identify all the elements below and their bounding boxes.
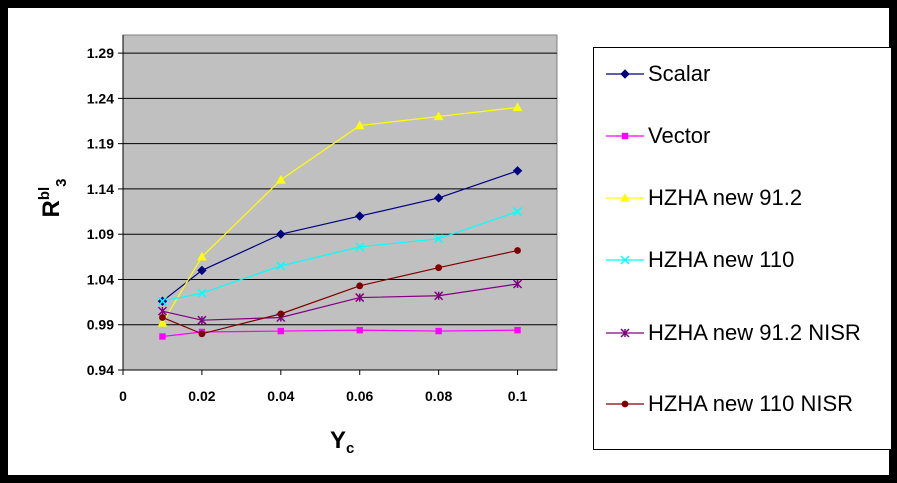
legend-swatch <box>606 390 644 418</box>
series-4-point <box>355 242 365 252</box>
x-tick-label: 0.1 <box>508 388 528 404</box>
series-3-point <box>433 111 444 121</box>
legend: Scalar Vector HZHA new 91.2 HZHA new 110 HZH… <box>593 47 892 450</box>
series-line-4 <box>162 210 518 302</box>
x-tick-label: 0.04 <box>267 388 294 404</box>
legend-swatch-icon <box>606 69 644 79</box>
axes <box>118 35 557 375</box>
y-tick-label: 0.94 <box>87 362 114 378</box>
x-tick-label: 0 <box>119 388 127 404</box>
legend-swatch <box>606 122 644 150</box>
x-tick-label: 0.06 <box>346 388 373 404</box>
series-2-point <box>277 327 285 335</box>
series-line-6 <box>162 249 518 335</box>
legend-item: HZHA new 91.2 NISR <box>594 319 888 347</box>
x-axis-title: Yc <box>330 427 354 457</box>
y-axis-title-sub: 3 <box>53 178 70 186</box>
legend-swatch-icon <box>606 400 644 408</box>
series-1-point <box>433 193 444 203</box>
series-6-point <box>514 247 521 254</box>
series-5-point <box>157 306 167 316</box>
chart-svg: 0.94 0.99 1.04 1.09 1.14 1.19 1.24 1.29 0 0.02 0.0… <box>36 34 558 457</box>
series-1-point <box>355 211 365 221</box>
legend-label: HZHA new 91.2 NISR <box>648 320 861 345</box>
legend-item: Vector <box>594 122 888 150</box>
legend-item: HZHA new 110 NISR <box>594 390 888 418</box>
series-3-point <box>275 174 286 184</box>
series-2-point <box>159 333 166 340</box>
series-line-2 <box>162 329 518 338</box>
y-tick-label: 0.99 <box>87 317 114 333</box>
series-3-point <box>197 251 207 261</box>
legend-label: HZHA new 91.2 <box>648 185 803 210</box>
x-tick-label: 0.08 <box>425 388 452 404</box>
y-tick-label: 1.04 <box>87 271 114 287</box>
legend-swatch <box>606 184 644 212</box>
series-3-point <box>512 102 523 112</box>
series-5-point <box>434 291 444 301</box>
legend-label: HZHA new 110 NISR <box>648 391 854 416</box>
legend-label: Vector <box>648 123 711 148</box>
series-lines <box>161 106 518 338</box>
series-6-point <box>159 314 166 321</box>
series-3-point <box>157 317 168 327</box>
series-3-point <box>354 120 365 130</box>
series-line-3 <box>161 106 518 324</box>
y-axis-title: Rbl3 <box>36 178 70 217</box>
y-axis-title-main: R <box>38 200 65 217</box>
gridlines <box>123 52 557 326</box>
y-tick-label: 1.14 <box>87 181 114 197</box>
legend-marker <box>621 400 629 408</box>
series-4-point <box>434 234 444 244</box>
tick-labels: 0.94 0.99 1.04 1.09 1.14 1.19 1.24 1.29 0 0.02 0.0… <box>87 45 528 404</box>
series-5-point <box>513 279 523 289</box>
series-6-point <box>435 264 443 272</box>
legend-swatch <box>606 319 644 347</box>
series-6-point <box>356 282 364 290</box>
series-4-point <box>197 288 207 298</box>
y-tick-label: 1.29 <box>87 45 114 61</box>
y-axis-title-sup: bl <box>36 187 53 200</box>
x-axis-title-sub: c <box>346 440 354 457</box>
series-4-point <box>276 261 286 271</box>
legend-swatch-icon <box>606 192 644 202</box>
legend-swatch-icon <box>606 255 644 265</box>
x-tick-label: 0.02 <box>188 388 215 404</box>
chart-frame: 0.94 0.99 1.04 1.09 1.14 1.19 1.24 1.29 0 0.02 0.0… <box>8 8 892 475</box>
y-tick-label: 1.09 <box>87 226 114 242</box>
legend-item: Scalar <box>594 60 888 88</box>
series-4-point <box>157 296 167 306</box>
legend-label: HZHA new 110 <box>648 247 795 272</box>
legend-marker <box>620 255 630 265</box>
series-1-point <box>276 229 286 239</box>
series-1-point <box>512 166 523 176</box>
series-6-point <box>198 330 206 338</box>
series-line-1 <box>162 170 518 302</box>
series-2-point <box>514 326 521 334</box>
x-axis-title-main: Y <box>330 427 346 454</box>
legend-item: HZHA new 91.2 <box>594 184 888 212</box>
plot-area <box>122 34 558 371</box>
legend-swatch-icon <box>606 328 644 338</box>
legend-item: HZHA new 110 <box>594 246 888 274</box>
legend-marker <box>620 69 630 79</box>
series-line-5 <box>162 283 518 321</box>
legend-label: Scalar <box>648 61 711 86</box>
series-2-point <box>435 327 442 335</box>
series-5-point <box>355 293 365 303</box>
series-1-point <box>197 265 207 276</box>
series-6-point <box>277 310 285 318</box>
series-5-point <box>197 315 207 325</box>
legend-swatch <box>606 60 644 88</box>
series-markers <box>157 102 523 340</box>
y-tick-label: 1.24 <box>87 90 114 106</box>
legend-swatch <box>606 246 644 274</box>
legend-marker <box>620 192 630 202</box>
legend-swatch-icon <box>606 132 644 140</box>
legend-marker <box>621 132 629 140</box>
series-2-point <box>356 326 363 334</box>
series-4-point <box>513 207 523 217</box>
legend-marker <box>620 328 630 338</box>
y-tick-label: 1.19 <box>87 136 114 152</box>
